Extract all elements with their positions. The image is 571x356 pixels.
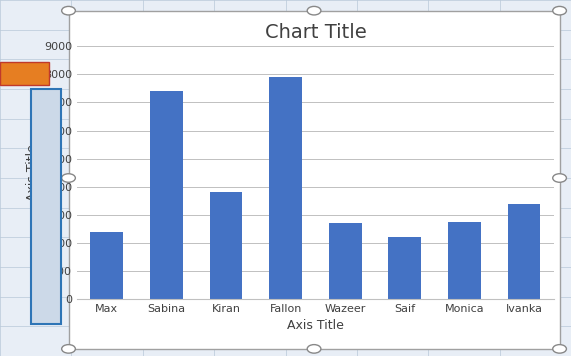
Bar	[270, 77, 302, 299]
X-axis label: Axis Title: Axis Title	[287, 319, 344, 333]
Bar	[448, 222, 481, 299]
Title: Chart Title: Chart Title	[264, 23, 367, 42]
Bar	[329, 223, 361, 299]
Y-axis label: Axis Title: Axis Title	[26, 144, 39, 201]
Bar	[150, 91, 183, 299]
Bar	[210, 192, 243, 299]
Bar	[388, 237, 421, 299]
Bar	[508, 204, 541, 299]
Bar	[90, 232, 123, 299]
